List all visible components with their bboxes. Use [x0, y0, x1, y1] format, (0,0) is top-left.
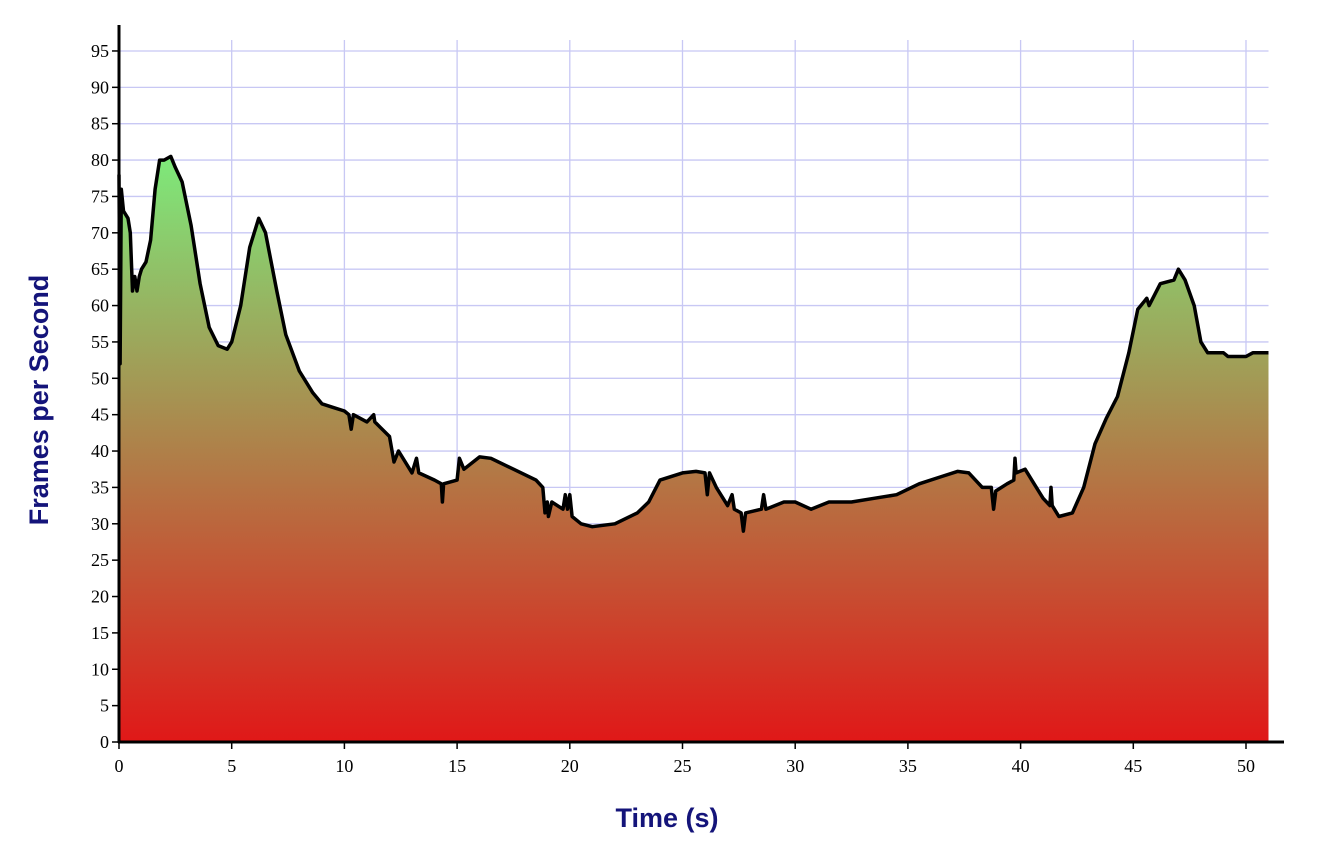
x-tick-label: 10 — [335, 756, 353, 776]
y-tick-label: 35 — [91, 477, 109, 497]
x-tick-label: 45 — [1124, 756, 1142, 776]
x-tick-label: 30 — [786, 756, 804, 776]
y-axis-title: Frames per Second — [24, 275, 54, 526]
y-tick-label: 80 — [91, 150, 109, 170]
x-tick-label: 5 — [227, 756, 236, 776]
y-tick-label: 5 — [100, 696, 109, 716]
line — [117, 154, 1269, 533]
x-tick-label: 50 — [1237, 756, 1255, 776]
y-tick-label: 40 — [91, 441, 109, 461]
y-tick-label: 15 — [91, 623, 109, 643]
x-tick-label: 25 — [674, 756, 692, 776]
y-tick-label: 0 — [100, 732, 109, 752]
x-tick-label: 40 — [1012, 756, 1030, 776]
y-tick-label: 45 — [91, 405, 109, 425]
y-tick-label: 25 — [91, 550, 109, 570]
x-tick-label: 0 — [115, 756, 124, 776]
area — [119, 156, 1269, 742]
y-tick-label: 70 — [91, 223, 109, 243]
y-tick-label: 75 — [91, 186, 109, 206]
y-tick-label: 30 — [91, 514, 109, 534]
y-tick-label: 60 — [91, 296, 109, 316]
y-tick-label: 65 — [91, 259, 109, 279]
y-tick-label: 50 — [91, 368, 109, 388]
x-tick-label: 20 — [561, 756, 579, 776]
y-tick-label: 95 — [91, 41, 109, 61]
y-tick-label: 20 — [91, 587, 109, 607]
x-axis-title: Time (s) — [615, 803, 718, 833]
y-tick-label: 55 — [91, 332, 109, 352]
x-tick-label: 15 — [448, 756, 466, 776]
y-tick-label: 90 — [91, 77, 109, 97]
y-tick-label: 85 — [91, 114, 109, 134]
x-tick-label: 35 — [899, 756, 917, 776]
y-tick-label: 10 — [91, 659, 109, 679]
